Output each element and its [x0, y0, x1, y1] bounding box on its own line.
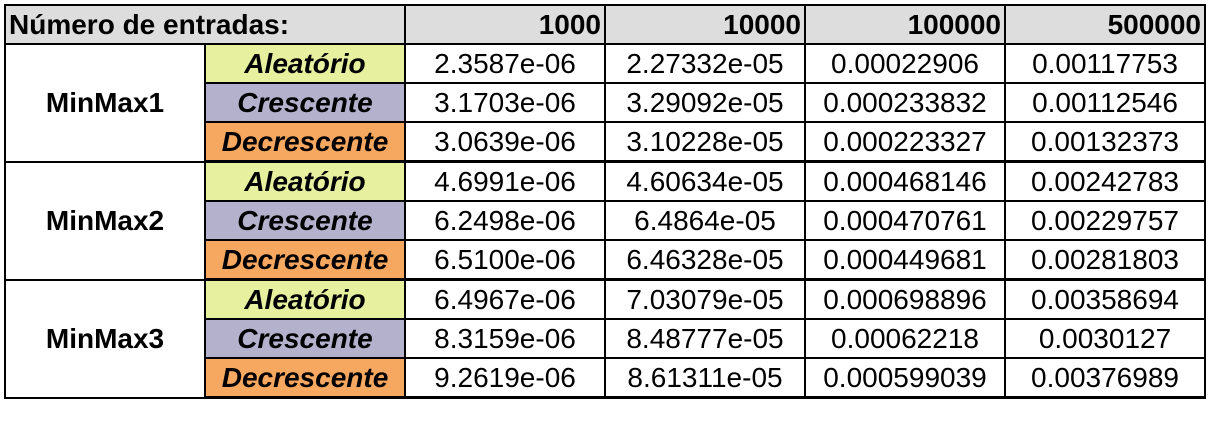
group-label-cell[interactable]: MinMax3: [4, 278, 206, 399]
results-table: Número de entradas: 1000 10000 100000 50…: [4, 4, 1206, 399]
value-cell[interactable]: 0.00132373: [1004, 121, 1206, 163]
table-row: MinMax1 Aleatório 2.3587e-06 2.27332e-05…: [4, 43, 1206, 163]
value-cell[interactable]: 2.27332e-05: [604, 43, 806, 84]
header-size-cell[interactable]: 1000: [404, 4, 606, 45]
category-cell-decrescente[interactable]: Decrescente: [204, 239, 406, 281]
header-label-cell[interactable]: Número de entradas:: [4, 4, 406, 45]
value-cell[interactable]: 0.000233832: [804, 82, 1006, 123]
value-cell[interactable]: 0.00229757: [1004, 200, 1206, 241]
value-cell[interactable]: 2.3587e-06: [404, 43, 606, 84]
table-row: Decrescente 3.0639e-06 3.10228e-05 0.000…: [5, 121, 1206, 163]
value-cell[interactable]: 6.4967e-06: [404, 278, 606, 320]
value-cell[interactable]: 4.6991e-06: [404, 160, 606, 202]
table-row: Decrescente 6.5100e-06 6.46328e-05 0.000…: [5, 239, 1206, 281]
value-cell[interactable]: 0.00112546: [1004, 82, 1206, 123]
value-cell[interactable]: 0.00117753: [1004, 43, 1206, 84]
header-size-cell[interactable]: 500000: [1004, 4, 1206, 45]
category-cell-aleatorio[interactable]: Aleatório: [204, 160, 406, 202]
value-cell[interactable]: 8.3159e-06: [404, 318, 606, 359]
category-cell-crescente[interactable]: Crescente: [204, 200, 406, 241]
group-label-cell[interactable]: MinMax1: [4, 43, 206, 163]
category-cell-aleatorio[interactable]: Aleatório: [204, 43, 406, 84]
value-cell[interactable]: 3.1703e-06: [404, 82, 606, 123]
category-cell-decrescente[interactable]: Decrescente: [204, 357, 406, 399]
value-cell[interactable]: 0.00242783: [1004, 160, 1206, 202]
value-cell[interactable]: 6.5100e-06: [404, 239, 606, 281]
value-cell[interactable]: 6.2498e-06: [404, 200, 606, 241]
header-size-cell[interactable]: 100000: [804, 4, 1006, 45]
value-cell[interactable]: 0.000470761: [804, 200, 1006, 241]
value-cell[interactable]: 8.61311e-05: [604, 357, 806, 399]
table-row: Crescente 3.1703e-06 3.29092e-05 0.00023…: [5, 82, 1206, 123]
value-cell[interactable]: 0.000449681: [804, 239, 1006, 281]
header-size-cell[interactable]: 10000: [604, 4, 806, 45]
value-cell[interactable]: 0.00062218: [804, 318, 1006, 359]
group-label-cell[interactable]: MinMax2: [4, 160, 206, 281]
category-cell-decrescente[interactable]: Decrescente: [204, 121, 406, 163]
value-cell[interactable]: 0.0030127: [1004, 318, 1206, 359]
value-cell[interactable]: 0.000223327: [804, 121, 1006, 163]
value-cell[interactable]: 8.48777e-05: [604, 318, 806, 359]
table-row: Decrescente 9.2619e-06 8.61311e-05 0.000…: [5, 357, 1206, 399]
value-cell[interactable]: 9.2619e-06: [404, 357, 606, 399]
value-cell[interactable]: 0.00358694: [1004, 278, 1206, 320]
value-cell[interactable]: 6.4864e-05: [604, 200, 806, 241]
table-row: Crescente 6.2498e-06 6.4864e-05 0.000470…: [5, 200, 1206, 241]
value-cell[interactable]: 0.000468146: [804, 160, 1006, 202]
value-cell[interactable]: 0.000599039: [804, 357, 1006, 399]
category-cell-aleatorio[interactable]: Aleatório: [204, 278, 406, 320]
value-cell[interactable]: 3.0639e-06: [404, 121, 606, 163]
header-row: Número de entradas: 1000 10000 100000 50…: [4, 4, 1206, 45]
value-cell[interactable]: 0.00022906: [804, 43, 1006, 84]
spreadsheet: Número de entradas: 1000 10000 100000 50…: [4, 4, 1206, 399]
table-row: MinMax3 Aleatório 6.4967e-06 7.03079e-05…: [4, 278, 1206, 399]
value-cell[interactable]: 0.000698896: [804, 278, 1006, 320]
value-cell[interactable]: 7.03079e-05: [604, 278, 806, 320]
category-cell-crescente[interactable]: Crescente: [204, 318, 406, 359]
value-cell[interactable]: 6.46328e-05: [604, 239, 806, 281]
value-cell[interactable]: 3.29092e-05: [604, 82, 806, 123]
value-cell[interactable]: 3.10228e-05: [604, 121, 806, 163]
value-cell[interactable]: 0.00376989: [1004, 357, 1206, 399]
table-row: MinMax2 Aleatório 4.6991e-06 4.60634e-05…: [4, 160, 1206, 281]
value-cell[interactable]: 0.00281803: [1004, 239, 1206, 281]
value-cell[interactable]: 4.60634e-05: [604, 160, 806, 202]
table-row: Crescente 8.3159e-06 8.48777e-05 0.00062…: [5, 318, 1206, 359]
category-cell-crescente[interactable]: Crescente: [204, 82, 406, 123]
